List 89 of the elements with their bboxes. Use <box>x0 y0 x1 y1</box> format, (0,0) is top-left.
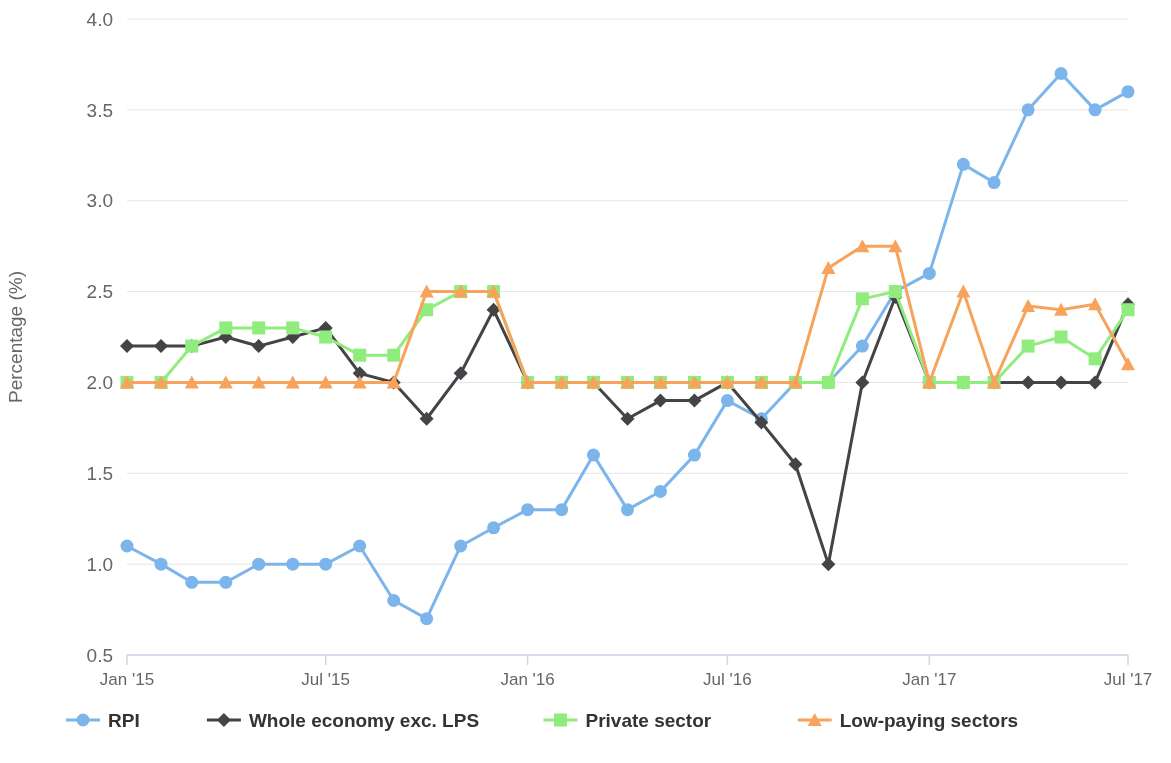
point <box>387 593 401 607</box>
point <box>318 375 333 389</box>
point <box>252 557 266 571</box>
point <box>285 375 300 389</box>
point <box>286 321 300 335</box>
point <box>1121 85 1135 99</box>
point <box>621 503 634 517</box>
legend-label: Low-paying sectors <box>839 709 1019 731</box>
point <box>120 539 134 553</box>
point <box>1054 330 1068 344</box>
point <box>120 339 134 354</box>
point <box>821 260 836 274</box>
x-tick-label: Jan '15 <box>99 670 155 689</box>
point <box>387 348 401 362</box>
y-tick-label: 1.0 <box>86 553 113 575</box>
x-tick-label: Jan '16 <box>500 670 555 689</box>
point <box>888 239 903 253</box>
point <box>352 366 367 381</box>
point <box>653 393 668 408</box>
point <box>922 266 936 280</box>
point <box>821 557 836 572</box>
point <box>353 348 367 362</box>
point <box>486 302 501 317</box>
point <box>353 539 367 553</box>
point <box>1088 103 1102 117</box>
point <box>185 575 199 589</box>
point <box>1121 303 1135 317</box>
point <box>286 557 300 571</box>
point <box>1021 103 1035 117</box>
legend-label: Private sector <box>585 709 712 731</box>
point <box>1088 297 1103 311</box>
point <box>419 284 434 298</box>
point <box>855 375 870 390</box>
legend-label: RPI <box>108 709 140 731</box>
point <box>251 339 266 354</box>
y-tick-label: 1.5 <box>86 462 113 484</box>
point <box>219 575 233 589</box>
point <box>1021 299 1036 313</box>
point <box>687 448 701 462</box>
point <box>720 394 734 408</box>
x-tick-label: Jul '16 <box>703 670 752 689</box>
legend-label: Whole economy exc. LPS <box>248 709 480 731</box>
point <box>1054 375 1069 390</box>
point <box>1054 302 1069 316</box>
point <box>855 239 870 253</box>
point <box>1021 339 1035 353</box>
point <box>521 503 535 517</box>
point <box>956 284 971 298</box>
point <box>987 176 1001 190</box>
y-tick-label: 2.5 <box>86 281 113 303</box>
point <box>788 457 803 472</box>
point <box>319 557 333 571</box>
point <box>620 411 635 426</box>
point <box>586 448 600 462</box>
point <box>1088 375 1103 390</box>
y-axis-title: Percentage (%) <box>5 270 26 404</box>
point <box>252 321 266 335</box>
x-tick-label: Jan '17 <box>902 670 957 689</box>
point <box>453 366 468 381</box>
point <box>1054 67 1068 81</box>
point <box>687 393 702 408</box>
y-tick-label: 4.0 <box>86 8 113 30</box>
point <box>1088 352 1102 366</box>
y-tick-label: 3.5 <box>86 99 113 121</box>
y-tick-label: 2.0 <box>86 372 113 394</box>
point <box>487 521 501 535</box>
point <box>154 339 169 354</box>
point <box>419 411 434 426</box>
point <box>754 415 769 430</box>
point <box>1021 375 1036 390</box>
y-tick-label: 0.5 <box>86 644 113 666</box>
x-tick-label: Jul '15 <box>301 670 350 689</box>
y-tick-label: 3.0 <box>86 190 113 212</box>
point <box>218 375 233 389</box>
point <box>956 157 970 171</box>
point <box>154 557 168 571</box>
x-tick-label: Jul '17 <box>1103 670 1153 689</box>
point <box>219 321 233 335</box>
point <box>454 539 468 553</box>
point <box>251 375 266 389</box>
point <box>184 375 199 389</box>
point <box>855 292 869 306</box>
point <box>420 612 434 626</box>
point <box>1121 357 1135 371</box>
point <box>555 503 569 517</box>
point <box>352 375 367 389</box>
point <box>855 339 869 353</box>
point <box>319 330 333 344</box>
point <box>653 484 667 498</box>
